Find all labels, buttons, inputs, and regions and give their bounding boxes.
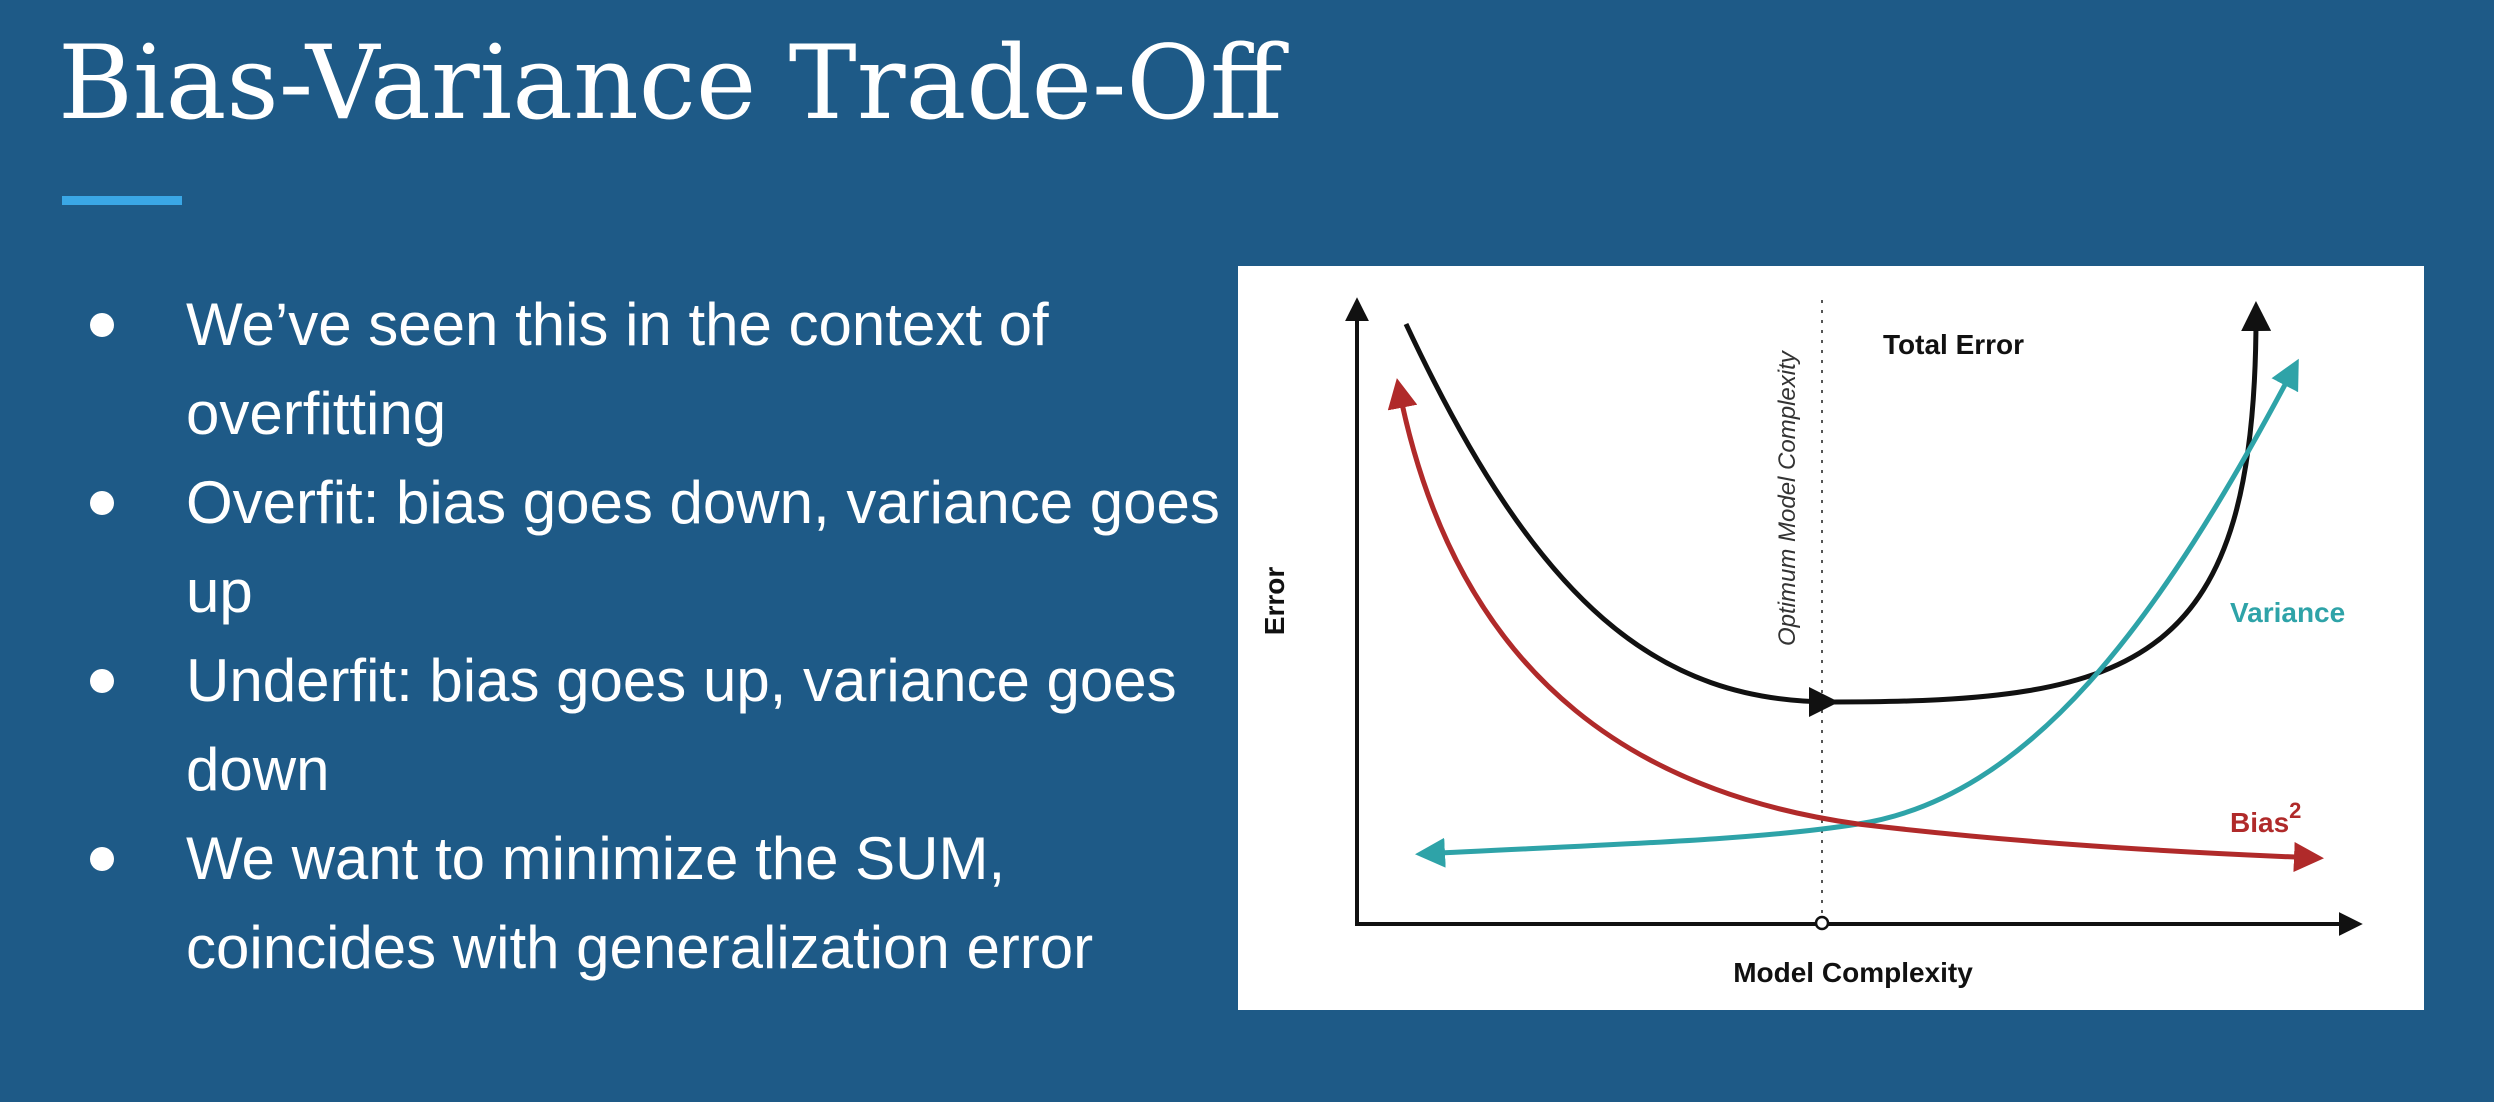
- bullet-text: Overfit: bias goes down, variance goes u…: [186, 469, 1220, 625]
- bullet-text: We’ve seen this in the context of overfi…: [186, 291, 1049, 447]
- y-axis-label: Error: [1259, 567, 1290, 636]
- series-label-bias-name: Bias: [2230, 807, 2289, 838]
- series-line-bias: [1387, 378, 2324, 873]
- bullet-dot-icon: [90, 313, 114, 337]
- x-axis-label: Model Complexity: [1733, 957, 1973, 988]
- bullet-dot-icon: [90, 847, 114, 871]
- bullet-list: We’ve seen this in the context of overfi…: [80, 280, 1220, 992]
- series-label-bias: Bias2: [2230, 798, 2301, 838]
- chart-panel: Optimum Model Complexity Total Error Var…: [1238, 266, 2424, 1010]
- bullet-dot-icon: [90, 491, 114, 515]
- series-line-variance: [1415, 358, 2299, 868]
- series-label-variance: Variance: [2230, 597, 2345, 628]
- bullet-text: We want to minimize the SUM, coincides w…: [186, 825, 1094, 981]
- bullet-item: Underfit: bias goes up, variance goes do…: [80, 636, 1220, 814]
- series-line-total-error: [1403, 307, 2256, 702]
- bullet-text: Underfit: bias goes up, variance goes do…: [186, 647, 1177, 803]
- bullet-item: We want to minimize the SUM, coincides w…: [80, 814, 1220, 992]
- slide-title: Bias-Variance Trade-Off: [58, 24, 1283, 143]
- title-accent-rule: [62, 196, 182, 205]
- bias-variance-chart: Optimum Model Complexity Total Error Var…: [1259, 266, 2363, 988]
- series-label-total-error: Total Error: [1883, 329, 2024, 360]
- series-label-bias-superscript: 2: [2289, 798, 2301, 823]
- optimum-marker-dot: [1814, 915, 1830, 931]
- optimum-marker-label: Optimum Model Complexity: [1774, 349, 1801, 646]
- bullet-dot-icon: [90, 669, 114, 693]
- bullet-item: We’ve seen this in the context of overfi…: [80, 280, 1220, 458]
- bullet-item: Overfit: bias goes down, variance goes u…: [80, 458, 1220, 636]
